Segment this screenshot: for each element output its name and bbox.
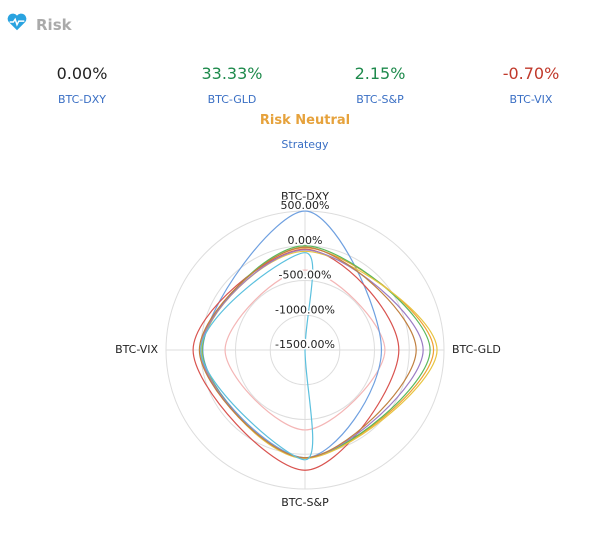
tick-label: -500.00% <box>279 269 332 282</box>
stat-label: BTC-DXY <box>58 93 106 106</box>
stat-value: 2.15% <box>354 64 406 83</box>
heart-icon <box>7 13 27 31</box>
stat-label: BTC-GLD <box>207 93 257 106</box>
axis-label: BTC-DXY <box>281 190 329 203</box>
strategy[interactable]: Strategy <box>281 138 329 151</box>
axis-label: BTC-S&P <box>281 496 329 509</box>
status: Risk Neutral <box>259 113 351 128</box>
stat: 2.15% BTC-S&P <box>305 64 455 106</box>
stat: 33.33% BTC-GLD <box>157 64 307 106</box>
tick-label: 0.00% <box>288 234 323 247</box>
stat: 0.00% BTC-DXY <box>7 64 157 106</box>
radar-line <box>198 246 417 459</box>
header: Risk <box>6 10 72 34</box>
stat-label: BTC-S&P <box>356 93 404 106</box>
stat-label: BTC-VIX <box>509 93 553 106</box>
radar-line <box>224 269 386 431</box>
tick-label: -1500.00% <box>275 338 335 351</box>
tick-label: -1000.00% <box>275 303 335 316</box>
stat: -0.70% BTC-VIX <box>456 64 597 106</box>
tick-label: 500.00% <box>281 199 330 212</box>
radar-chart: BTC-DXY BTC-GLD BTC-S&P BTC-VIX 500.00% 0.00%… <box>115 190 501 509</box>
stat-value: 0.00% <box>56 64 108 83</box>
title: Risk <box>36 16 72 34</box>
radar-line <box>200 252 314 461</box>
stat-value: -0.70% <box>502 64 560 83</box>
radar-line <box>192 248 400 471</box>
stat-value: 33.33% <box>201 64 263 83</box>
axis-label: BTC-VIX <box>115 343 158 356</box>
axis-label: BTC-GLD <box>452 343 501 356</box>
